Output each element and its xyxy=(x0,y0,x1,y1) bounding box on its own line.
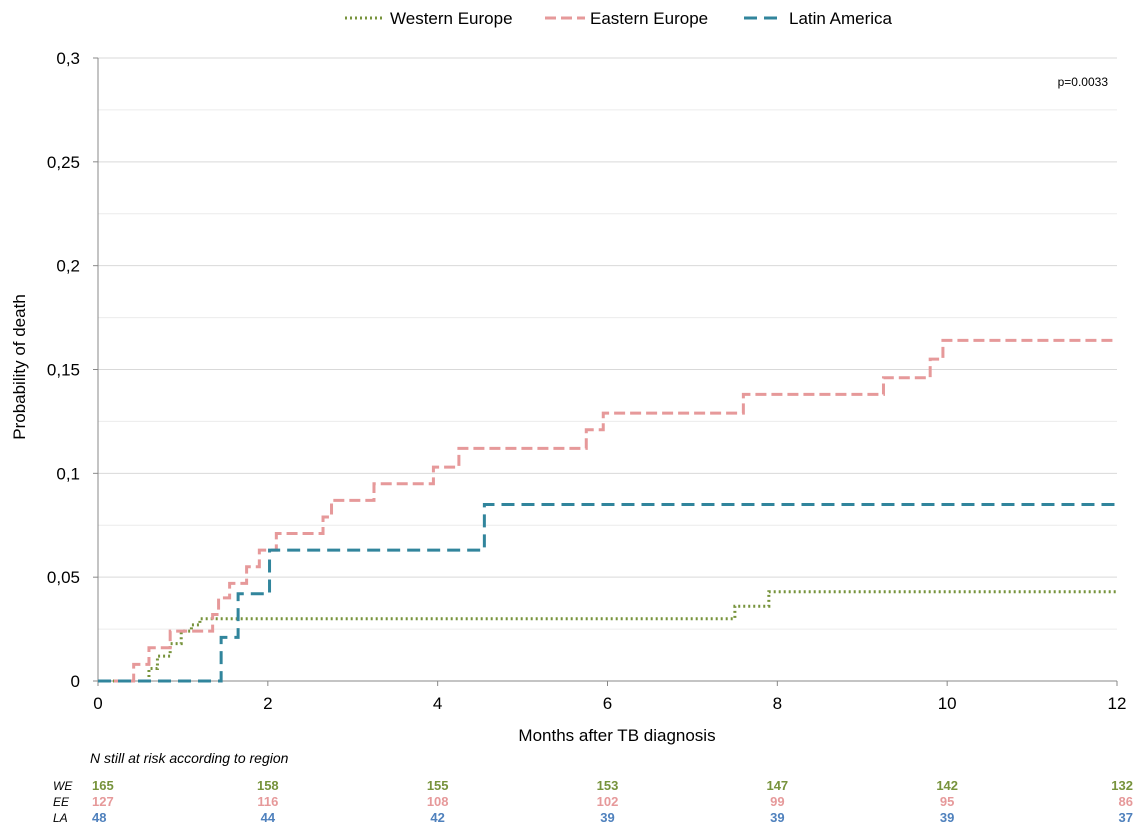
x-axis-ticks: 0 2 4 6 8 10 12 xyxy=(93,681,1126,713)
risk-row-label: LA xyxy=(53,811,68,825)
risk-value: 48 xyxy=(92,810,106,825)
y-tick-label: 0,3 xyxy=(56,49,80,68)
risk-value: 44 xyxy=(261,810,276,825)
x-tick-label: 4 xyxy=(433,694,442,713)
series-lines xyxy=(98,338,1117,683)
risk-value: 102 xyxy=(597,794,619,809)
risk-value: 147 xyxy=(766,778,788,793)
risk-value: 142 xyxy=(936,778,958,793)
p-value-annotation: p=0.0033 xyxy=(1058,75,1109,89)
risk-value: 127 xyxy=(92,794,114,809)
series-line-western-europe xyxy=(98,590,1117,683)
legend-label: Latin America xyxy=(789,9,893,28)
x-tick-label: 10 xyxy=(938,694,957,713)
risk-value: 165 xyxy=(92,778,114,793)
x-tick-label: 2 xyxy=(263,694,272,713)
y-tick-label: 0,25 xyxy=(47,153,80,172)
risk-value: 39 xyxy=(940,810,954,825)
risk-value: 95 xyxy=(940,794,954,809)
risk-value: 39 xyxy=(600,810,614,825)
y-axis-title: Probability of death xyxy=(10,294,29,440)
y-tick-label: 0,2 xyxy=(56,257,80,276)
y-tick-label: 0 xyxy=(71,672,80,691)
x-tick-label: 6 xyxy=(603,694,612,713)
risk-value: 37 xyxy=(1119,810,1133,825)
x-axis-title: Months after TB diagnosis xyxy=(518,726,715,745)
risk-value: 99 xyxy=(770,794,784,809)
risk-table-title: N still at risk according to region xyxy=(90,750,289,766)
x-tick-label: 12 xyxy=(1108,694,1127,713)
risk-row-label: EE xyxy=(53,795,70,809)
series-line-eastern-europe xyxy=(98,338,1117,683)
legend: Western Europe Eastern Europe Latin Americ… xyxy=(345,9,893,28)
y-tick-label: 0,15 xyxy=(47,361,80,380)
risk-value: 116 xyxy=(257,794,278,809)
risk-value: 153 xyxy=(597,778,619,793)
legend-label: Eastern Europe xyxy=(590,9,708,28)
risk-value: 86 xyxy=(1119,794,1133,809)
risk-value: 155 xyxy=(427,778,449,793)
y-axis-ticks: 0 0,05 0,1 0,15 0,2 0,25 0,3 xyxy=(47,49,98,691)
y-tick-label: 0,05 xyxy=(47,568,80,587)
legend-label: Western Europe xyxy=(390,9,513,28)
risk-value: 39 xyxy=(770,810,784,825)
risk-value: 42 xyxy=(430,810,444,825)
risk-row-label: WE xyxy=(53,779,73,793)
risk-value: 132 xyxy=(1111,778,1133,793)
gridlines xyxy=(98,57,1117,630)
x-tick-label: 8 xyxy=(773,694,782,713)
risk-table: WE 165 158 155 153 147 142 132 EE 127 116 108 102 99 9… xyxy=(53,778,1133,825)
series-line-latin-america xyxy=(98,502,1117,683)
y-tick-label: 0,1 xyxy=(56,464,80,483)
x-tick-label: 0 xyxy=(93,694,102,713)
risk-value: 108 xyxy=(427,794,449,809)
risk-value: 158 xyxy=(257,778,279,793)
